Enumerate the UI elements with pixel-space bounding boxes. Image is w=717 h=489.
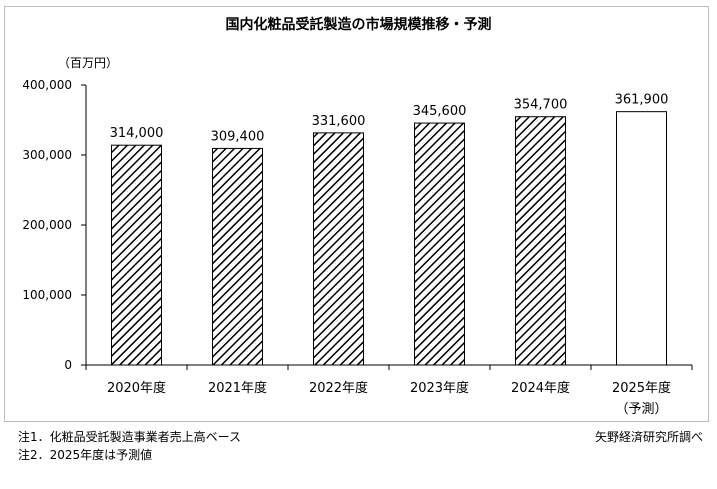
y-tick-label: 0 (64, 358, 72, 372)
chart-title: 国内化粧品受託製造の市場規模推移・予測 (225, 17, 492, 33)
data-label: 361,900 (615, 93, 669, 108)
x-category-label: 2021年度 (208, 380, 267, 396)
x-category-label: 2023年度 (410, 380, 469, 396)
bar-2024年度 (515, 116, 566, 366)
source-note: 矢野経済研究所調べ (594, 430, 703, 444)
footnote-1: 注1．化粧品受託製造事業者売上高ベース (18, 430, 242, 444)
y-tick-label: 400,000 (22, 78, 72, 92)
data-label: 309,400 (211, 129, 265, 144)
y-axis-unit-label: （百万円） (58, 56, 119, 70)
footnote-2: 注2．2025年度は予測値 (18, 448, 153, 462)
data-label: 314,000 (110, 126, 164, 141)
chart-frame (4, 6, 709, 422)
bar-2020年度 (111, 144, 162, 366)
bar-2025年度 (616, 111, 667, 366)
data-label: 354,700 (514, 98, 568, 113)
x-category-sublabel: （予測） (615, 402, 667, 417)
bar-2021年度 (212, 147, 263, 366)
y-tick-label: 100,000 (22, 288, 72, 302)
x-category-label: 2024年度 (511, 380, 570, 396)
x-category-label: 2022年度 (309, 380, 368, 396)
x-category-label: 2025年度 (612, 380, 671, 396)
bar-2022年度 (313, 132, 364, 366)
data-label: 345,600 (413, 104, 467, 119)
data-label: 331,600 (312, 114, 366, 129)
x-category-label: 2020年度 (107, 380, 166, 396)
y-tick-label: 200,000 (22, 218, 72, 232)
bar-2023年度 (414, 122, 465, 366)
y-tick-label: 300,000 (22, 148, 72, 162)
